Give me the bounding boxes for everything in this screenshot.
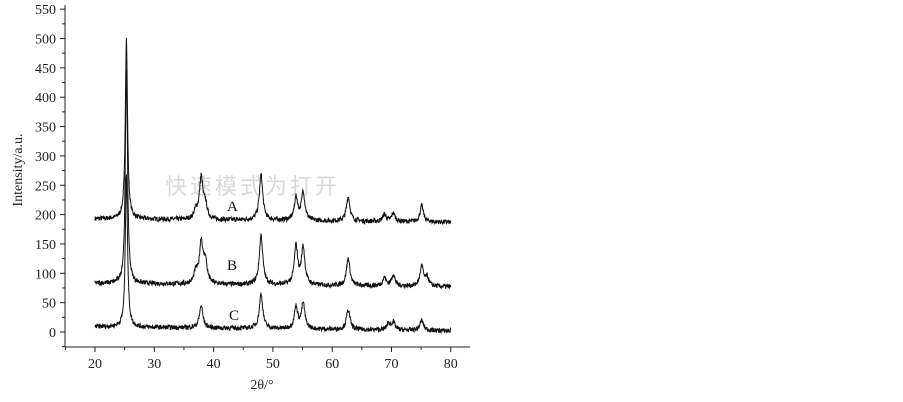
x-tick-label: 80 (444, 357, 458, 372)
y-tick-label: 500 (35, 33, 56, 48)
x-tick-label: 70 (385, 357, 399, 372)
series-line-b (94, 68, 452, 290)
y-tick-label: 450 (35, 62, 56, 77)
series-label-c: C (229, 308, 239, 324)
x-axis-title: 2θ/° (250, 378, 273, 393)
watermark: 快速模式为打开 (165, 175, 340, 200)
series-group: A B C (94, 37, 452, 335)
series-label-b: B (227, 258, 237, 274)
y-tick-label: 300 (35, 150, 56, 165)
y-tick-label: 200 (35, 209, 56, 224)
y-tick-label: 100 (35, 267, 56, 282)
x-tick-label: 40 (207, 357, 221, 372)
y-tick-label: 350 (35, 121, 56, 136)
series-line-c (94, 174, 452, 335)
x-tick-label: 20 (88, 357, 102, 372)
axes: 0 50 100 150 200 250 300 350 400 450 500 550 20 30 40 5… (35, 3, 470, 372)
y-tick-label: 400 (35, 91, 56, 106)
y-tick-label: 150 (35, 238, 56, 253)
y-tick-label: 50 (42, 297, 56, 312)
y-tick-label: 550 (35, 3, 56, 18)
x-tick-label: 50 (266, 357, 280, 372)
y-axis-title: Intensity/a.u. (11, 133, 26, 206)
y-tick-label: 250 (35, 179, 56, 194)
x-tick-label: 60 (325, 357, 339, 372)
series-line-a (94, 37, 452, 226)
y-tick-label: 0 (49, 326, 56, 341)
x-tick-label: 30 (147, 357, 161, 372)
series-label-a: A (227, 199, 238, 215)
